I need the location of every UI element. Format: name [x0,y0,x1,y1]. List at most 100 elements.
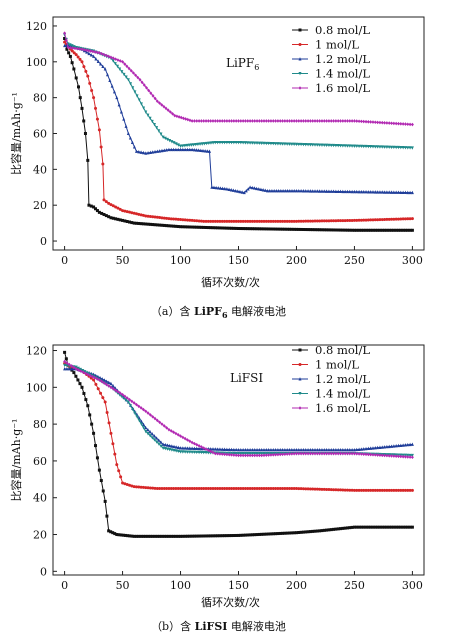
data-point [111,531,115,535]
data-point [366,525,370,529]
data-point [392,454,396,458]
data-point [318,228,322,232]
data-point [123,62,127,66]
data-point [221,186,225,191]
data-point [137,485,141,489]
data-point [190,446,194,450]
data-point [373,190,377,194]
data-point [253,219,257,223]
data-point [200,142,204,146]
data-point [350,228,354,232]
data-point [304,487,308,491]
legend-item: 0.8 mol/L [292,23,370,37]
data-point [185,446,189,450]
data-point [97,468,101,472]
y-tick-label: 80 [33,418,47,431]
data-point [399,454,403,459]
data-point [212,185,216,190]
data-point [396,145,400,150]
data-point [102,213,106,217]
data-point [142,106,146,110]
data-point [290,452,294,456]
data-point [142,422,146,427]
data-point [343,219,347,223]
data-point [160,422,164,426]
data-point [155,99,159,104]
data-point [141,485,145,489]
data-point [292,188,296,193]
data-point [283,447,287,452]
data-point [197,148,201,152]
data-point [297,119,301,123]
data-point [137,404,141,409]
data-point [394,217,398,221]
data-point [234,487,238,491]
data-point [325,528,329,532]
data-point [406,442,410,447]
data-point [336,219,340,223]
data-point [167,224,171,228]
data-point [336,228,340,232]
data-point [243,487,247,491]
data-point [206,219,210,223]
data-point [225,534,229,538]
data-point [246,227,250,231]
data-point [174,431,178,436]
data-point [255,447,259,452]
data-point [390,190,394,194]
data-point [306,219,310,223]
data-point [65,364,69,368]
data-point [373,488,377,492]
x-tick-label: 100 [170,579,191,592]
data-point [288,119,292,123]
x-tick-label: 200 [286,254,307,267]
data-point [232,487,236,491]
data-point [308,219,312,223]
data-point [401,190,405,195]
data-point [63,40,67,44]
data-point [339,219,343,223]
data-point [320,529,324,533]
data-point [111,59,115,63]
data-point [207,141,211,146]
data-point [392,444,396,448]
data-point [146,411,150,415]
data-point [220,119,224,123]
data-point [376,525,380,529]
data-point [103,67,107,71]
data-point [237,219,240,223]
data-point [350,488,354,492]
data-point [343,488,347,492]
data-point [239,453,243,458]
data-point [93,50,97,54]
data-point [125,396,129,400]
data-point [276,447,280,452]
data-point [345,447,349,452]
data-point [144,222,148,226]
data-point [294,227,298,231]
data-point [134,73,138,78]
data-point [255,487,259,491]
data-point [387,488,391,492]
data-point [213,487,217,491]
data-point [148,150,152,154]
data-point [63,363,67,368]
data-point [105,72,109,77]
data-point [311,143,315,147]
data-point [271,227,275,231]
data-point [83,132,87,135]
data-point [234,119,238,123]
data-point [242,190,246,195]
data-point [95,50,99,55]
data-point [403,122,407,126]
data-point [167,217,171,221]
data-point [220,452,224,456]
data-point [123,394,127,399]
data-point [167,534,171,538]
data-point [410,122,414,127]
data-point [350,447,354,452]
data-point [301,227,305,231]
data-point [366,452,370,457]
legend-marker [298,348,302,352]
data-point [352,451,356,456]
